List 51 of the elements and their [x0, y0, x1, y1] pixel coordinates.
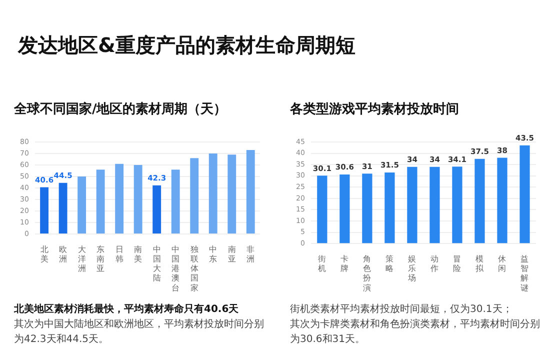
x-tick-label: 益智解谜 — [520, 254, 529, 292]
bar — [407, 166, 418, 244]
x-tick-label: 模拟 — [476, 254, 485, 274]
bar — [362, 174, 372, 244]
bar — [78, 176, 86, 234]
bar — [228, 154, 236, 234]
bar — [115, 164, 124, 234]
x-tick-label: 北美 — [40, 244, 48, 264]
chart-title: 各类型游戏平均素材投放时间 — [290, 100, 460, 119]
bar — [340, 174, 350, 244]
bar — [134, 165, 142, 234]
x-tick-label: 中国港澳台 — [172, 244, 180, 292]
bar — [317, 176, 328, 244]
bar — [152, 185, 162, 234]
text: 其次为中国大陆地区和欧洲地区，平均素材投放时间分别为42.3天和44.5天。 — [14, 318, 264, 347]
x-tick-label: 街机 — [318, 254, 326, 274]
bar — [430, 166, 440, 244]
x-tick-label: 娱乐场 — [407, 254, 416, 283]
bar — [246, 150, 255, 234]
x-tick-label: 冒险 — [453, 254, 462, 274]
bar — [96, 170, 105, 234]
x-tick-label: 非洲 — [246, 244, 255, 264]
x-tick-label: 角色扮演 — [362, 254, 372, 292]
bar — [520, 145, 530, 244]
x-tick-label: 中东 — [209, 244, 218, 264]
x-tick-label: 南美 — [134, 244, 142, 264]
bar — [384, 172, 395, 244]
bar — [452, 166, 462, 244]
bar — [190, 158, 199, 234]
chart-title: 全球不同国家/地区的素材周期（天） — [14, 100, 228, 119]
x-tick-label: 休闲 — [498, 254, 506, 274]
x-tick-label: 南亚 — [228, 244, 236, 264]
x-tick-label: 中国大陆 — [152, 244, 161, 283]
bar — [40, 187, 49, 234]
bar — [497, 158, 508, 244]
x-tick-label: 动作 — [430, 254, 439, 274]
bar — [208, 154, 218, 234]
x-tick-label: 欧洲 — [59, 244, 68, 264]
x-tick-label: 卡牌 — [340, 254, 349, 274]
x-tick-label: 大洋洲 — [78, 244, 86, 274]
x-tick-label: 独联体国家 — [190, 244, 198, 292]
x-tick-label: 日韩 — [115, 244, 124, 264]
x-tick-label: 策略 — [386, 254, 394, 274]
text: 北美地区素材消耗最快，平均素材寿命只有40.6天 — [14, 302, 240, 317]
bar — [171, 170, 180, 234]
bar — [474, 158, 485, 244]
x-tick-label: 东南亚 — [96, 244, 105, 274]
text: 街机类素材平均素材投放时间最短，仅为30.1天； — [290, 302, 514, 317]
text: 其次为卡牌类素材和角色扮演类素材，平均素材时间分别为30.6和31天。 — [290, 318, 540, 347]
text: 发达地区&重度产品的素材生命周期短 — [18, 32, 356, 59]
bar — [58, 182, 68, 234]
